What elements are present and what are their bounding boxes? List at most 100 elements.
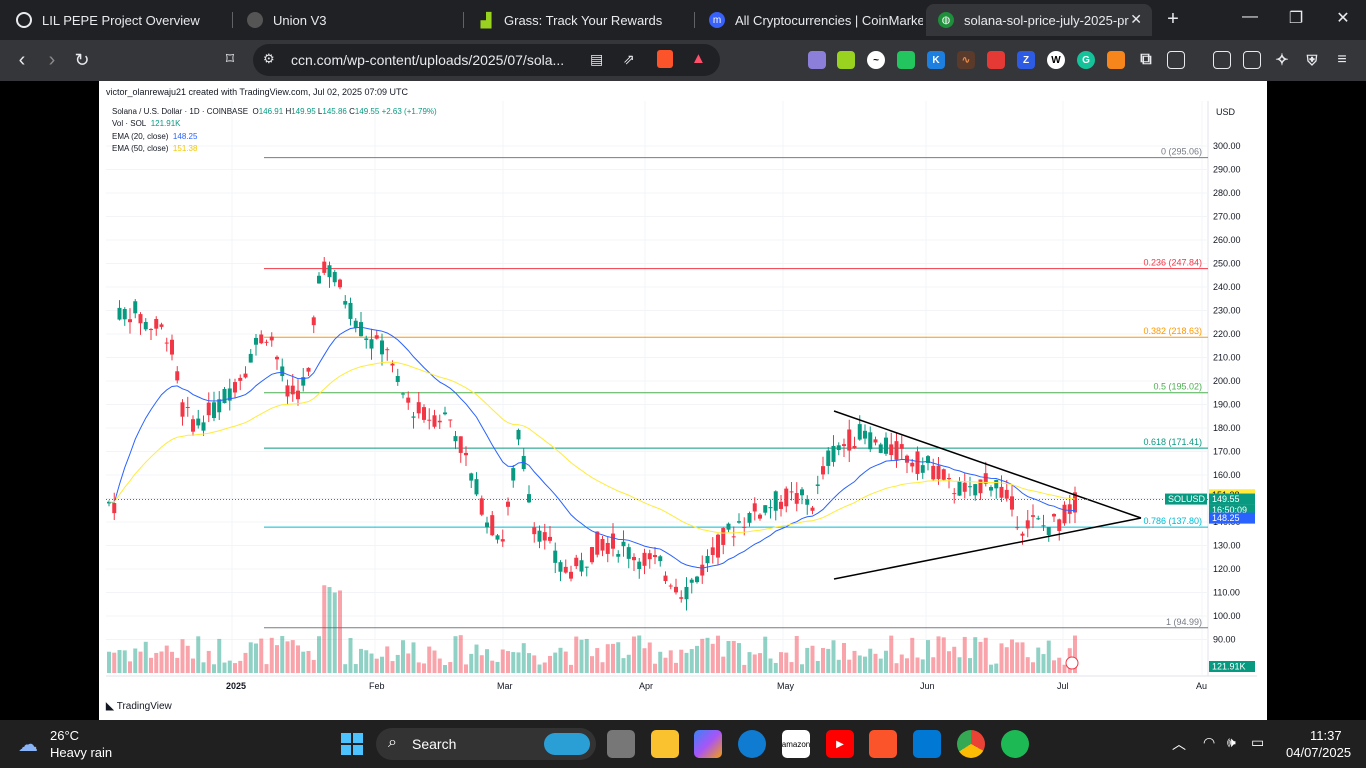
close-tab-icon[interactable]: ✕ <box>1130 11 1142 27</box>
volume-bar <box>821 648 825 673</box>
taskbar-search[interactable]: ⌕ Search <box>376 728 596 760</box>
extensions-puzzle-icon[interactable]: ⧉ <box>1140 51 1152 68</box>
reader-mode-icon[interactable]: ▤ <box>590 51 604 67</box>
start-button[interactable] <box>338 730 366 758</box>
candle-body <box>259 334 264 344</box>
extension-wave-icon[interactable]: ~ <box>867 51 885 69</box>
time-label: Jun <box>920 681 935 691</box>
volume-bar <box>989 664 993 673</box>
price-tick-label: 190.00 <box>1213 400 1241 410</box>
task-view-icon[interactable] <box>607 730 635 758</box>
tradingview-brand: TradingView <box>116 701 172 712</box>
menu-icon[interactable]: ≡ <box>1337 51 1347 68</box>
candle-body <box>196 418 201 426</box>
candle-body <box>180 402 185 417</box>
store-icon[interactable] <box>913 730 941 758</box>
screenshot-icon[interactable] <box>1167 51 1185 69</box>
candle-body <box>133 301 138 314</box>
tab-lil-pepe[interactable]: LIL PEPE Project Overview <box>4 4 229 36</box>
volume-bar <box>994 663 999 673</box>
brave-rewards-icon[interactable]: ▲ <box>691 50 706 67</box>
vpn-icon[interactable]: ⛨ <box>1306 51 1318 68</box>
volume-bar <box>962 636 967 673</box>
spotify-icon[interactable] <box>1001 730 1029 758</box>
extension-z-icon[interactable]: Z <box>1017 51 1035 69</box>
leo-ai-icon[interactable]: ✧ <box>1275 52 1289 69</box>
candle-body <box>149 329 153 331</box>
weather-icon[interactable]: ☁ <box>18 734 38 756</box>
extension-w-icon[interactable]: W <box>1047 51 1065 69</box>
brave-shields-icon[interactable] <box>657 50 673 68</box>
volume-bar <box>642 648 647 673</box>
volume-bar <box>647 642 652 673</box>
new-tab-button[interactable]: + <box>1167 8 1179 30</box>
upper-trendline <box>833 410 1142 519</box>
candle-body <box>264 341 269 343</box>
edge-icon[interactable] <box>738 730 766 758</box>
copilot-icon[interactable] <box>694 730 722 758</box>
brave-taskbar-icon[interactable] <box>869 730 897 758</box>
sidebar-icon[interactable] <box>1213 51 1231 69</box>
minimize-button[interactable]: — <box>1242 8 1258 25</box>
volume-bar <box>1073 635 1077 673</box>
volume-bar <box>968 658 972 673</box>
close-window-button[interactable]: ✕ <box>1336 10 1350 27</box>
tab-union[interactable]: Union V3 <box>235 4 460 36</box>
volume-bar <box>1036 647 1041 673</box>
clock-time[interactable]: 11:37 <box>1310 728 1342 743</box>
open-value: 146.91 <box>258 107 284 116</box>
reload-button[interactable]: ↻ <box>74 50 90 70</box>
volume-bar <box>448 662 453 673</box>
volume-bar <box>815 660 820 673</box>
candle-body <box>716 534 720 558</box>
wifi-icon[interactable]: ◠ <box>1203 734 1216 750</box>
back-button[interactable]: ‹ <box>18 49 26 71</box>
extension-grammarly-icon[interactable]: G <box>1077 51 1095 69</box>
candle-body <box>222 388 227 404</box>
search-label: Search <box>412 736 457 752</box>
share-icon[interactable]: ⇗ <box>623 51 635 67</box>
candle-body <box>962 482 967 492</box>
extension-grass-icon[interactable] <box>837 51 855 69</box>
volume-bar <box>852 650 857 673</box>
volume-bar <box>453 636 458 673</box>
volume-bar <box>112 652 117 673</box>
site-info-icon[interactable]: ⚙ <box>263 51 275 66</box>
volume-bar <box>458 635 463 673</box>
ema20-line <box>108 326 1076 569</box>
restore-button[interactable]: ❐ <box>1288 10 1304 27</box>
tab-coinmarketcap[interactable]: m All Cryptocurrencies | CoinMarketC <box>697 4 923 36</box>
volume-bar <box>1015 642 1020 673</box>
candle-body <box>369 339 374 349</box>
weather-temp[interactable]: 26°C <box>50 728 80 743</box>
extension-signal-icon[interactable]: ∿ <box>957 51 975 69</box>
search-icon: ⌕ <box>388 734 397 751</box>
volume-bar <box>280 635 285 673</box>
clock-date[interactable]: 04/07/2025 <box>1286 745 1352 760</box>
show-hidden-icons[interactable]: ︿ <box>1172 736 1186 752</box>
youtube-icon[interactable]: ▶ <box>826 730 854 758</box>
extension-lock-icon[interactable] <box>987 51 1005 69</box>
price-tick-label: 200.00 <box>1213 376 1241 386</box>
forward-button[interactable]: › <box>48 49 56 71</box>
weather-desc[interactable]: Heavy rain <box>50 745 113 760</box>
tab-solana-image[interactable]: ◍ solana-sol-price-july-2025-pr ✕ <box>926 4 1152 36</box>
battery-icon[interactable]: ▭ <box>1251 734 1265 750</box>
chrome-icon[interactable] <box>957 730 985 758</box>
extension-robot-icon[interactable] <box>897 51 915 69</box>
candle-body <box>1004 489 1009 499</box>
extension-ghost-icon[interactable] <box>808 51 826 69</box>
volume-bar <box>800 664 804 673</box>
candle-body <box>889 444 894 455</box>
bookmark-icon[interactable]: ⌑ <box>225 51 235 68</box>
wallet-icon[interactable] <box>1243 51 1261 69</box>
file-explorer-icon[interactable] <box>651 730 679 758</box>
volume-icon[interactable]: 🕪 <box>1227 734 1236 750</box>
extension-k-icon[interactable]: K <box>927 51 945 69</box>
address-bar[interactable]: ⚙ ccn.com/wp-content/uploads/2025/07/sol… <box>253 44 720 76</box>
tab-grass[interactable]: ▟ Grass: Track Your Rewards <box>466 4 691 36</box>
extension-metamask-icon[interactable] <box>1107 51 1125 69</box>
time-label: Mar <box>497 681 513 691</box>
volume-bar <box>558 647 563 673</box>
amazon-icon[interactable]: amazon <box>782 730 810 758</box>
